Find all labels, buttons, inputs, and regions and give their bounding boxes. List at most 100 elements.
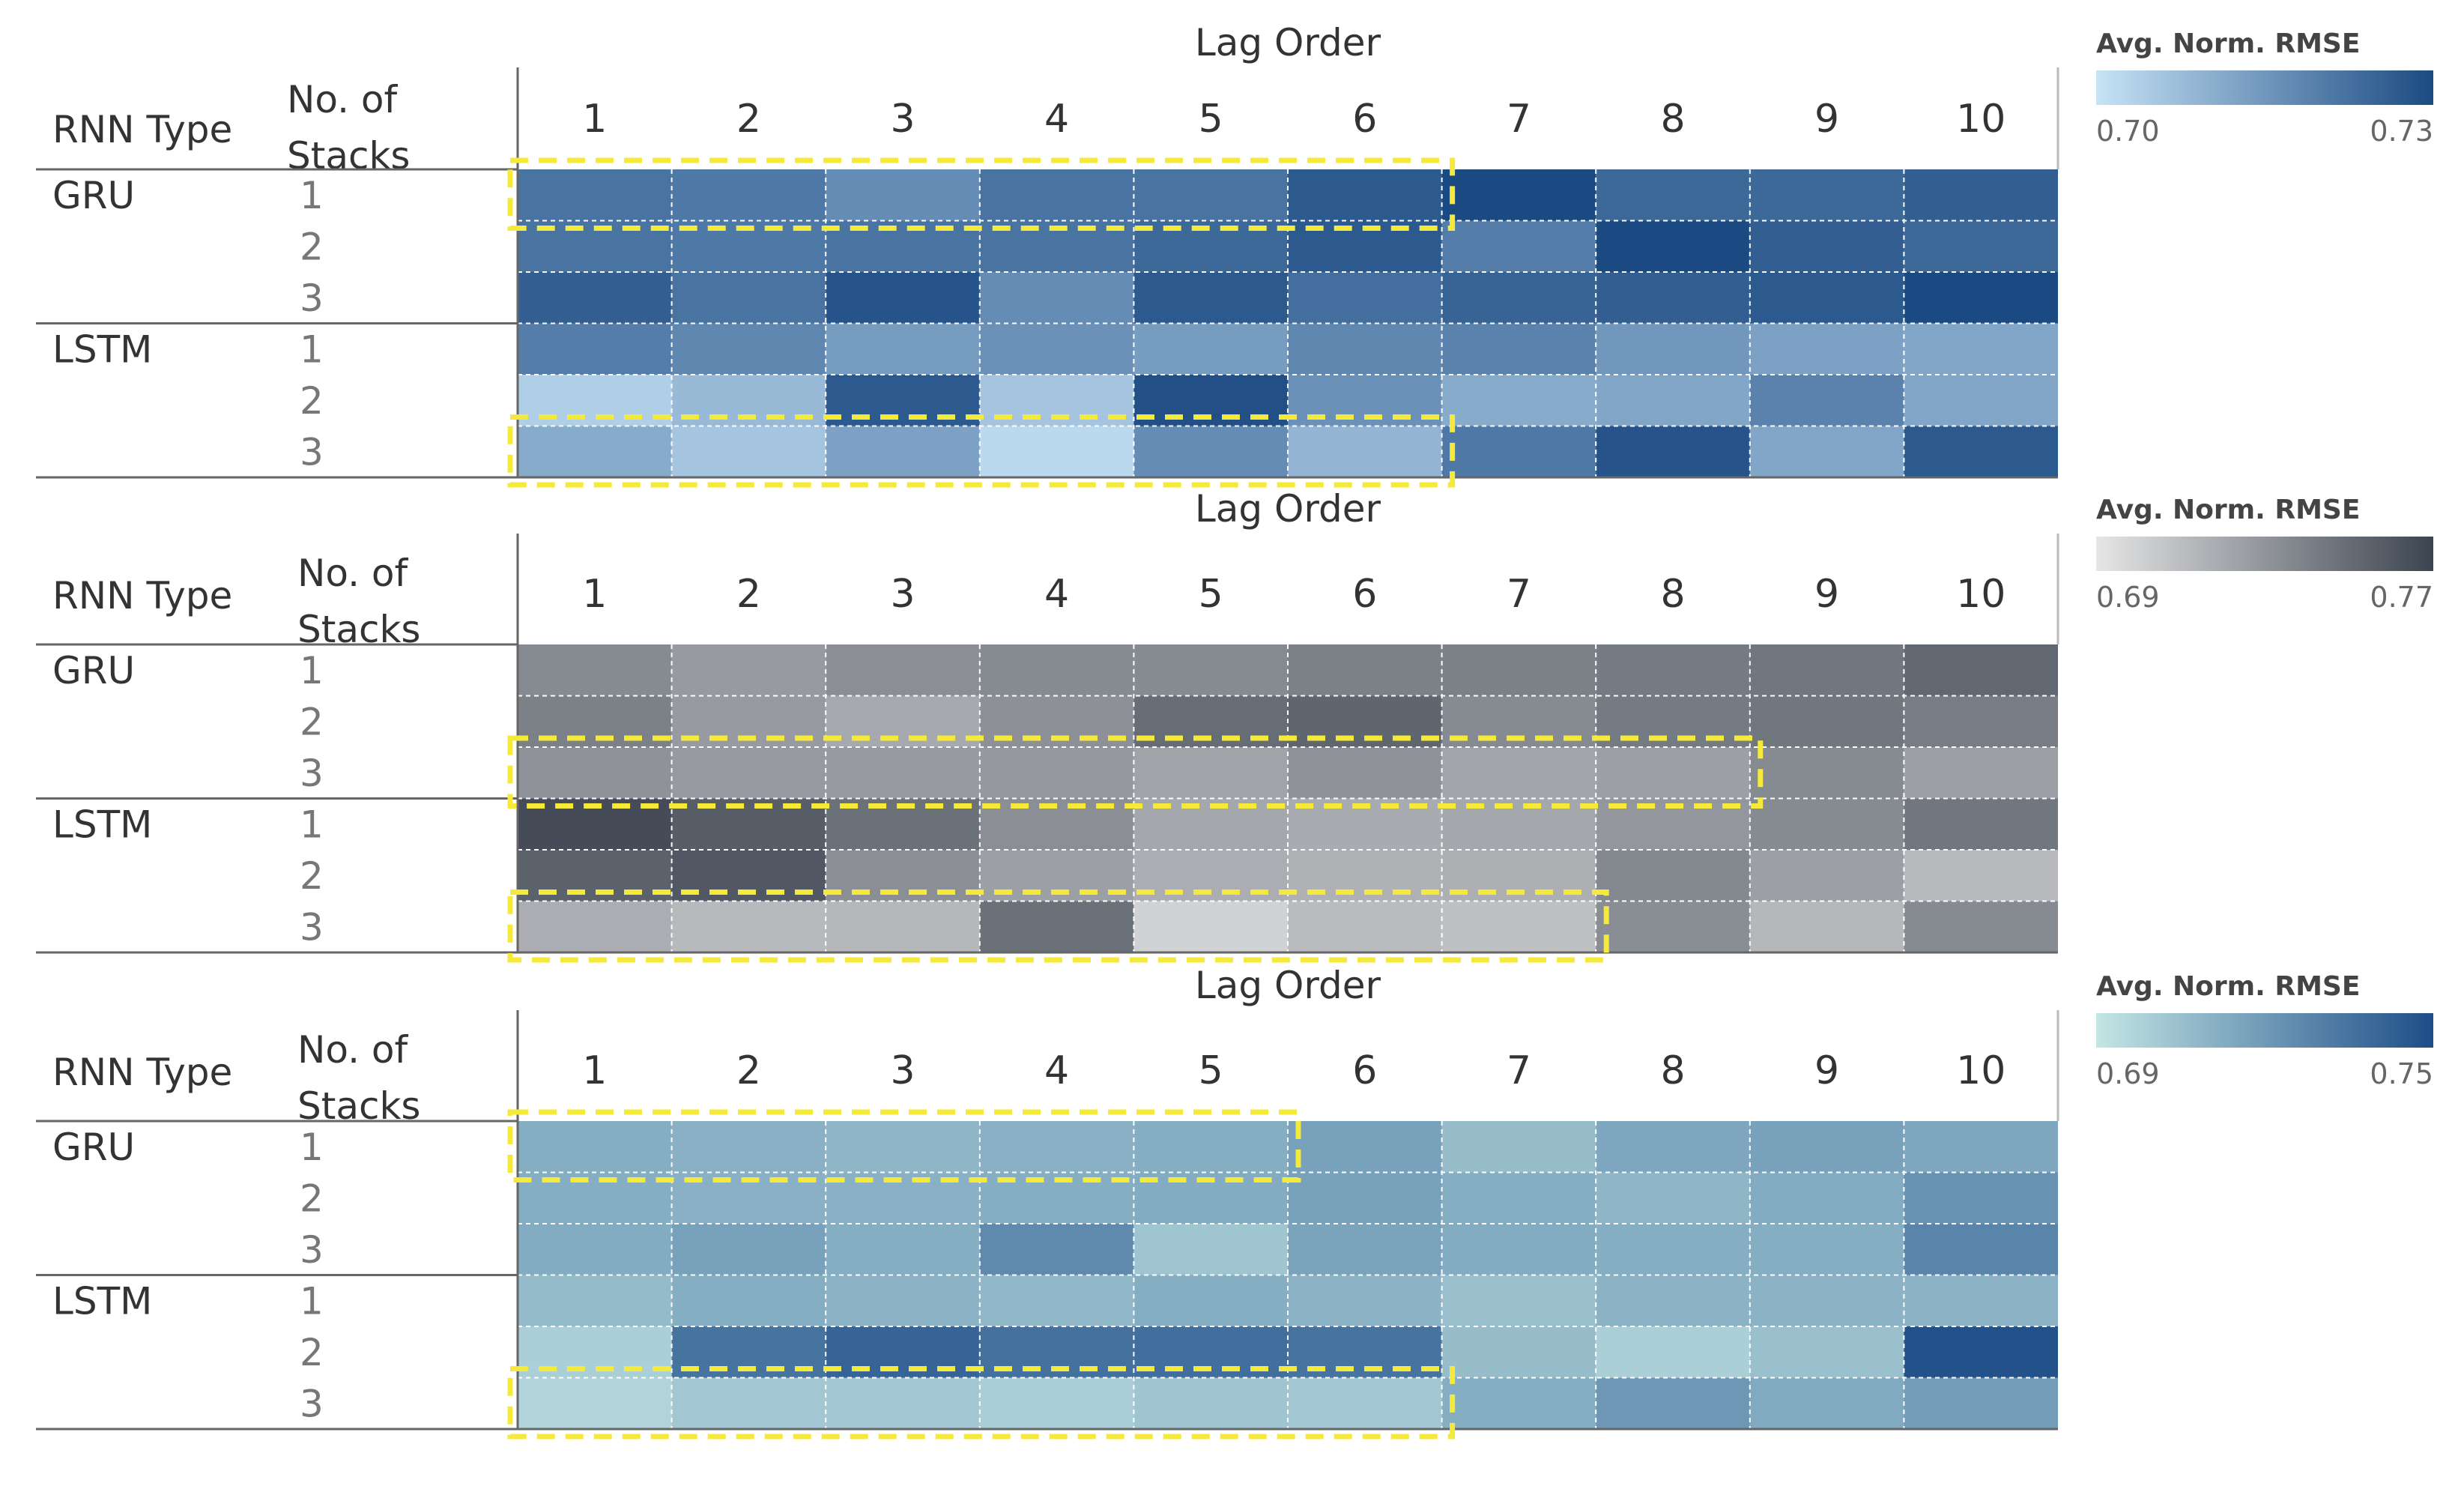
heatmap-cell xyxy=(1904,1275,2058,1326)
legend-max-label: 0.73 xyxy=(2370,115,2433,148)
heatmap-cell xyxy=(1441,1326,1596,1378)
heatmap-cell xyxy=(671,1377,826,1429)
heatmap-cell xyxy=(1749,1121,1904,1173)
heatmap-cell xyxy=(1904,1121,2058,1173)
legend-color-bar xyxy=(2096,537,2433,571)
heatmap-cell xyxy=(1749,272,1904,324)
lag-order-tick-label: 2 xyxy=(736,1048,761,1093)
heatmap-cell xyxy=(1288,1224,1442,1275)
heatmap-cell xyxy=(1596,850,1750,901)
lag-order-tick-label: 10 xyxy=(1956,1048,2006,1093)
stack-number-label: 1 xyxy=(300,803,324,847)
heatmap-cell xyxy=(1441,426,1596,477)
heatmap-cell xyxy=(1596,1377,1750,1429)
heatmap-cell xyxy=(1441,1377,1596,1429)
lag-order-tick-label: 7 xyxy=(1507,97,1531,142)
heatmap-cell xyxy=(1596,695,1750,747)
heatmap-cell xyxy=(979,644,1134,696)
stack-number-label: 1 xyxy=(300,174,324,217)
heatmap-cell xyxy=(1441,375,1596,426)
highlight-box xyxy=(507,1366,1456,1440)
stack-number-label: 2 xyxy=(300,1331,324,1374)
heatmap-cell xyxy=(1749,169,1904,221)
heatmap-cell xyxy=(1596,169,1750,221)
lag-order-tick-label: 10 xyxy=(1956,572,2006,617)
heatmap-cell xyxy=(1904,644,2058,696)
lag-order-tick-label: 6 xyxy=(1352,97,1377,142)
heatmap-cell xyxy=(1441,901,1596,952)
heatmap-cell xyxy=(1596,1224,1750,1275)
lag-order-tick-label: 9 xyxy=(1814,97,1839,142)
stack-number-label: 2 xyxy=(300,379,324,423)
highlight-box xyxy=(507,157,1456,231)
heatmap-cell xyxy=(1749,1224,1904,1275)
heatmap-cell xyxy=(1596,220,1750,272)
heatmap-cell xyxy=(1288,169,1442,221)
heatmap-cell xyxy=(671,798,826,850)
heatmap-cell xyxy=(979,1275,1134,1326)
heatmap-cell xyxy=(518,1172,672,1224)
lag-order-tick-label: 2 xyxy=(736,572,761,617)
lag-order-tick-label: 5 xyxy=(1199,1048,1223,1093)
heatmap-cell xyxy=(1596,747,1750,799)
highlight-box xyxy=(507,735,1764,809)
heatmap-cell xyxy=(671,1224,826,1275)
heatmap-cell xyxy=(826,1275,980,1326)
heatmap-cell xyxy=(1441,798,1596,850)
rnn-type-label: LSTM xyxy=(52,328,152,372)
heatmap-cell xyxy=(979,901,1134,952)
heatmap-cell xyxy=(1288,901,1442,952)
heatmap-cell xyxy=(1596,1121,1750,1173)
lag-order-tick-label: 9 xyxy=(1814,572,1839,617)
heatmap-cell xyxy=(671,426,826,477)
lag-order-tick-label: 3 xyxy=(890,97,915,142)
heatmap-cell xyxy=(518,1121,672,1173)
heatmap-cell xyxy=(1904,272,2058,324)
legend-max-label: 0.77 xyxy=(2370,581,2433,614)
heatmap-cell xyxy=(826,695,980,747)
heatmap-cell xyxy=(826,1377,980,1429)
stack-number-label: 1 xyxy=(300,1126,324,1169)
heatmap-cell xyxy=(1441,169,1596,221)
stack-number-label: 3 xyxy=(300,277,324,320)
lag-order-tick-label: 5 xyxy=(1199,97,1223,142)
heatmap-cell xyxy=(1441,272,1596,324)
heatmap-cell xyxy=(671,1275,826,1326)
heatmap-cell xyxy=(1904,1172,2058,1224)
lag-order-tick-label: 8 xyxy=(1660,97,1685,142)
heatmap-cell xyxy=(671,169,826,221)
heatmap-cell xyxy=(518,644,672,696)
heatmap-cell xyxy=(671,747,826,799)
heatmap-cell xyxy=(671,323,826,375)
rnn-type-header: RNN Type xyxy=(52,574,232,617)
heatmap-cell xyxy=(1133,644,1288,696)
rnn-type-label: GRU xyxy=(52,1126,135,1169)
heatmap-cell xyxy=(1904,850,2058,901)
heatmap-cell xyxy=(1749,850,1904,901)
lag-order-tick-label: 9 xyxy=(1814,1048,1839,1093)
heatmap-cell xyxy=(979,323,1134,375)
heatmap-cell xyxy=(1596,272,1750,324)
heatmap-cell xyxy=(518,426,672,477)
heatmap-cell xyxy=(1596,1172,1750,1224)
heatmap-cell xyxy=(1749,1172,1904,1224)
heatmap-cell xyxy=(518,272,672,324)
heatmap-cell xyxy=(1904,798,2058,850)
heatmap-cell xyxy=(1749,426,1904,477)
legend-title: Avg. Norm. RMSE xyxy=(2096,28,2360,59)
heatmap-cell xyxy=(1904,695,2058,747)
heatmap-cell xyxy=(1133,272,1288,324)
heatmap-cell xyxy=(671,1121,826,1173)
heatmap-cell xyxy=(826,426,980,477)
lag-order-tick-label: 1 xyxy=(582,1048,607,1093)
lag-order-tick-label: 10 xyxy=(1956,97,2006,142)
heatmap-cell xyxy=(1288,1172,1442,1224)
heatmap-cell xyxy=(1441,644,1596,696)
heatmap-cell xyxy=(1749,323,1904,375)
stacks-header-line1: No. of xyxy=(297,1028,408,1072)
